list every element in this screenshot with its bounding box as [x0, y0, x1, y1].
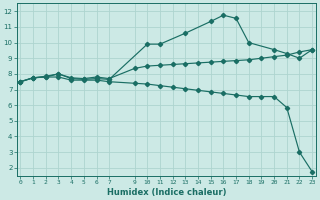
X-axis label: Humidex (Indice chaleur): Humidex (Indice chaleur)	[107, 188, 226, 197]
